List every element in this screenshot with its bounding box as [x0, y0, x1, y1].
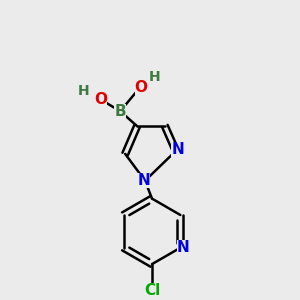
Text: N: N [138, 173, 150, 188]
Text: O: O [135, 80, 148, 95]
Text: H: H [78, 84, 89, 98]
Text: N: N [171, 142, 184, 158]
Text: O: O [94, 92, 107, 107]
Text: B: B [114, 104, 126, 119]
Text: H: H [149, 70, 161, 85]
Text: N: N [177, 240, 190, 255]
Text: Cl: Cl [144, 284, 160, 298]
